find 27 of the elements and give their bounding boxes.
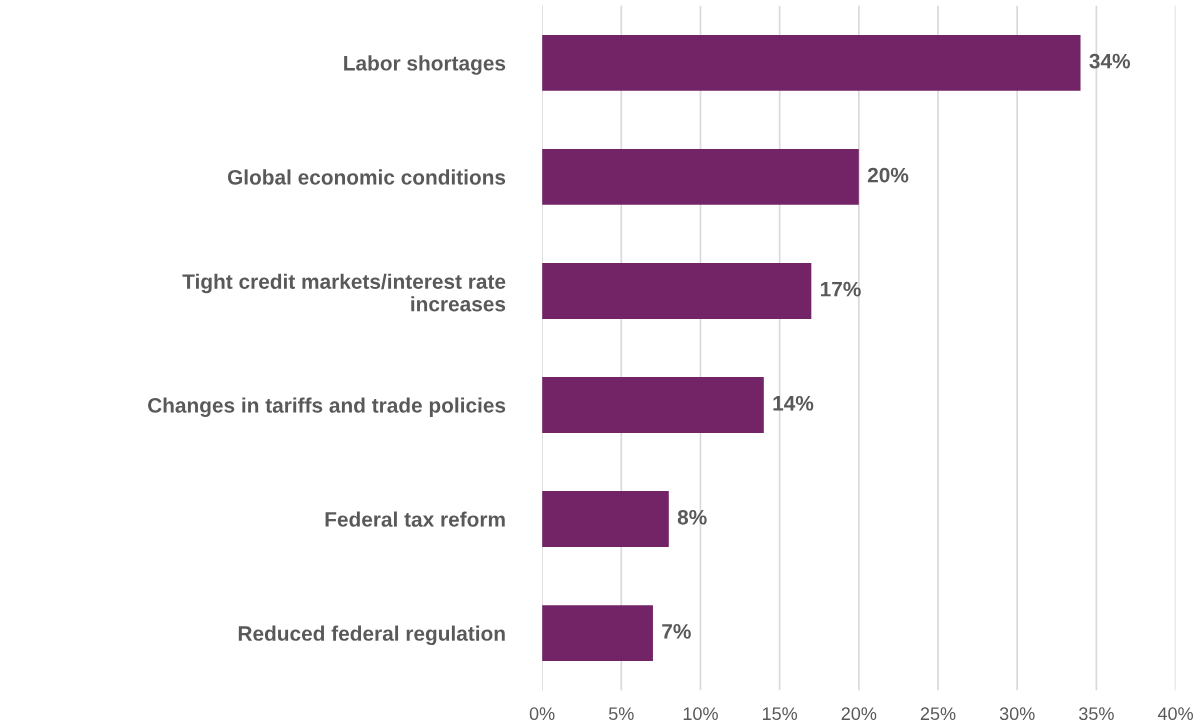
x-tick-label: 10% [683, 707, 718, 721]
data-label: 14% [773, 395, 814, 411]
bar [542, 377, 764, 433]
y-tick-label: Changes in tariffs and trade policies [148, 397, 506, 417]
data-label: 7% [662, 624, 691, 639]
y-tick-label: Global economic conditions [227, 169, 506, 185]
y-tick-label: Labor shortages [344, 55, 506, 75]
y-tick-label: Tight credit markets/interest rate increases [182, 273, 506, 312]
data-label: 8% [677, 509, 707, 525]
y-tick-label: Federal tax reform [325, 511, 505, 527]
x-tick-label: 15% [762, 707, 798, 721]
x-tick-label: 0% [529, 707, 555, 721]
x-tick-label: 30% [999, 707, 1035, 721]
data-label: 20% [867, 167, 909, 183]
x-tick-label: 5% [608, 707, 634, 721]
bar [542, 148, 859, 205]
bar [542, 605, 653, 662]
bar [542, 491, 669, 548]
x-tick-label: 35% [1078, 707, 1114, 721]
x-tick-label: 20% [841, 707, 877, 721]
x-tick-label: 40% [1157, 707, 1193, 721]
y-tick-label: Reduced federal regulation [238, 625, 505, 646]
bar [542, 263, 812, 319]
x-tick-label: 25% [920, 707, 956, 721]
data-label: 34% [1089, 53, 1131, 69]
bar [542, 34, 1081, 91]
data-label: 17% [820, 281, 861, 297]
